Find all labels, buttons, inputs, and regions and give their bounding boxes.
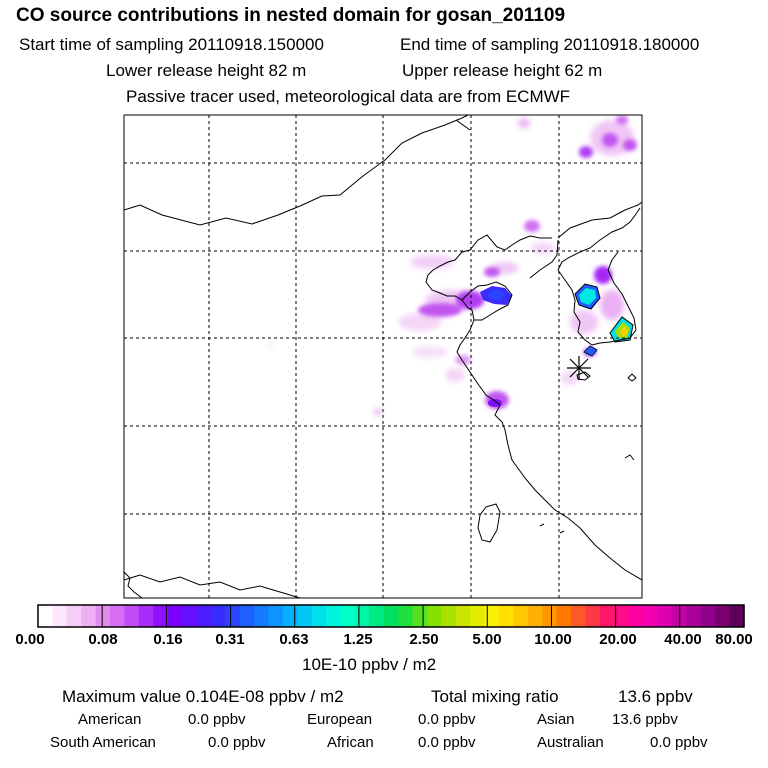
colorbar-swatch: [239, 605, 255, 627]
source-label: American: [78, 711, 142, 728]
colorbar-swatch: [225, 605, 241, 627]
source-label: European: [307, 711, 373, 728]
colorbar-swatch: [499, 605, 515, 627]
colorbar-swatch: [513, 605, 529, 627]
colorbar-swatch: [95, 605, 111, 627]
colorbar-swatch: [52, 605, 68, 627]
colorbar-tick-label: 5.00: [472, 631, 502, 648]
colorbar-frame: [37, 604, 745, 628]
colorbar-swatch: [196, 605, 212, 627]
colorbar-tick-label: 10.00: [534, 631, 572, 648]
colorbar-tick-label: 0.16: [153, 631, 183, 648]
colorbar-swatch: [542, 605, 558, 627]
colorbar-tick-label: 0.31: [215, 631, 245, 648]
colorbar-swatch: [138, 605, 154, 627]
colorbar-swatch: [383, 605, 399, 627]
map-frame: [123, 114, 643, 599]
colorbar-tick-label: 80.00: [715, 631, 753, 648]
source-value: 0.0 ppbv: [650, 734, 708, 751]
colorbar-swatch: [297, 605, 313, 627]
receptor-marker: [567, 356, 591, 380]
colorbar-swatch: [556, 605, 572, 627]
source-value: 13.6 ppbv: [612, 711, 678, 728]
colorbar-tick-label: 40.00: [664, 631, 702, 648]
colorbar-swatch: [153, 605, 169, 627]
colorbar-swatch: [340, 605, 356, 627]
colorbar-tick-label: 1.25: [343, 631, 373, 648]
colorbar-swatch: [470, 605, 486, 627]
source-label: South American: [50, 734, 156, 751]
colorbar-swatch: [729, 605, 745, 627]
colorbar-swatch: [254, 605, 270, 627]
colorbar-swatch: [657, 605, 673, 627]
colorbar-swatch: [571, 605, 587, 627]
colorbar-swatch: [311, 605, 327, 627]
source-value: 0.0 ppbv: [188, 711, 246, 728]
colorbar-swatch: [124, 605, 140, 627]
colorbar-swatch: [38, 605, 54, 627]
colorbar-tick-label: 0.08: [88, 631, 118, 648]
colorbar-tick-label: 0.63: [279, 631, 309, 648]
colorbar-units: 10E-10 ppbv / m2: [302, 655, 437, 674]
total-mixing-value: 13.6 ppbv: [618, 687, 693, 706]
source-value: 0.0 ppbv: [418, 711, 476, 728]
colorbar-tick-label: 2.50: [409, 631, 439, 648]
colorbar-tick-label: 0.00: [15, 631, 45, 648]
coastlines: [124, 115, 642, 598]
end-time-label: End time of sampling 20110918.180000: [400, 35, 700, 54]
colorbar-swatch: [441, 605, 457, 627]
colorbar-swatch: [585, 605, 601, 627]
colorbar-swatch: [326, 605, 342, 627]
colorbar-swatch: [412, 605, 428, 627]
colorbar-swatch: [354, 605, 370, 627]
colorbar-tick-label: 20.00: [599, 631, 637, 648]
colorbar-swatch: [268, 605, 284, 627]
colorbar-swatch: [715, 605, 731, 627]
colorbar-swatch: [455, 605, 471, 627]
colorbar-swatch: [643, 605, 659, 627]
colorbar-swatch: [182, 605, 198, 627]
source-label: Australian: [537, 734, 604, 751]
map-gridlines: [124, 115, 642, 598]
colorbar-swatch: [700, 605, 716, 627]
colorbar-swatch: [599, 605, 615, 627]
colorbar-swatch: [66, 605, 82, 627]
colorbar-swatch: [527, 605, 543, 627]
tracer-note: Passive tracer used, meteorological data…: [126, 87, 571, 106]
source-value: 0.0 ppbv: [208, 734, 266, 751]
upper-release-label: Upper release height 62 m: [402, 61, 603, 80]
colorbar-swatch: [167, 605, 183, 627]
colorbar-swatch: [110, 605, 126, 627]
colorbar-swatch: [282, 605, 298, 627]
concentration-field: [267, 115, 637, 415]
source-label: Asian: [537, 711, 575, 728]
colorbar-swatch: [81, 605, 97, 627]
colorbar-swatch: [210, 605, 226, 627]
source-value: 0.0 ppbv: [418, 734, 476, 751]
total-mixing-label: Total mixing ratio: [431, 687, 559, 706]
colorbar-swatch: [369, 605, 385, 627]
lower-release-label: Lower release height 82 m: [106, 61, 307, 80]
colorbar-swatch: [614, 605, 630, 627]
colorbar-swatch: [427, 605, 443, 627]
colorbar-swatch: [628, 605, 644, 627]
start-time-label: Start time of sampling 20110918.150000: [19, 35, 324, 54]
max-value-label: Maximum value 0.104E-08 ppbv / m2: [62, 687, 344, 706]
source-label: African: [327, 734, 374, 751]
colorbar-swatch: [484, 605, 500, 627]
chart-title: CO source contributions in nested domain…: [16, 5, 566, 26]
colorbar-swatch: [686, 605, 702, 627]
colorbar: [38, 605, 745, 627]
colorbar-swatch: [398, 605, 414, 627]
